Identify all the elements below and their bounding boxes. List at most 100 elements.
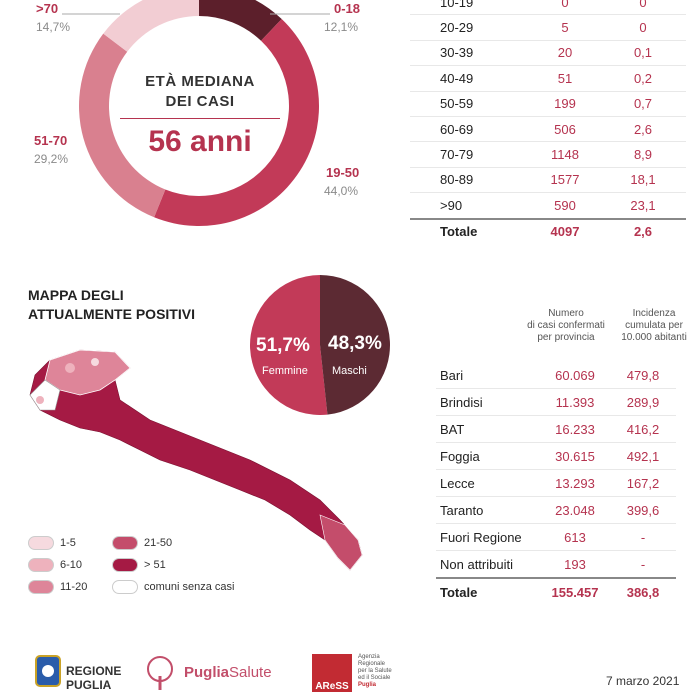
map-title-line1: MAPPA DEGLI	[28, 287, 124, 303]
median-age-value: 56 anni	[148, 125, 252, 158]
province-cases: 613	[540, 523, 610, 551]
map-municipality	[91, 358, 99, 366]
age-cases: 199	[530, 91, 600, 117]
province-rate: 289,9	[610, 388, 676, 416]
segment-pct-51-70: 29,2%	[34, 152, 69, 166]
segment-label-51-70: 51-70	[34, 133, 68, 148]
province-row: Taranto 23.048 399,6	[436, 496, 676, 524]
total-cases: 4097	[530, 217, 600, 244]
province-cases: 60.069	[540, 362, 610, 389]
age-rate: 2,6	[600, 116, 686, 143]
province-cases: 13.293	[540, 469, 610, 497]
age-group: 40-49	[410, 65, 530, 92]
province-row: Non attribuiti 193 -	[436, 550, 676, 579]
legend-swatch	[112, 558, 138, 572]
age-group: 60-69	[410, 116, 530, 143]
province-rate: -	[610, 550, 676, 579]
age-group: 20-29	[410, 14, 530, 41]
gender-pie-svg	[250, 275, 391, 415]
female-label: Femmine	[262, 365, 308, 377]
province-name: Lecce	[436, 469, 540, 497]
age-rate: 0,2	[600, 65, 686, 92]
aress-text: Agenzia Regionale per la Salute ed il So…	[358, 654, 392, 688]
segment-pct-0-18: 12,1%	[324, 20, 359, 34]
report-date: 7 marzo 2021	[606, 674, 680, 688]
segment-pct-70: 14,7%	[36, 20, 71, 34]
donut-center: ETÀ MEDIANA DEI CASI 56 anni	[110, 72, 290, 159]
median-age-title-2: DEI CASI	[165, 93, 235, 110]
province-cases: 23.048	[540, 496, 610, 524]
legend-swatch	[28, 558, 54, 572]
age-group: 50-59	[410, 91, 530, 117]
pie-slice-female	[250, 275, 328, 415]
total-rate: 2,6	[600, 217, 686, 244]
age-rate: 0,1	[600, 40, 686, 67]
segment-pct-19-50: 44,0%	[324, 184, 359, 198]
map-title: MAPPA DEGLI ATTUALMENTE POSITIVI	[28, 286, 195, 324]
legend-item-no-cases: comuni senza casi	[112, 580, 235, 594]
age-rate: 0	[600, 14, 686, 41]
aress-logo: AReSS	[312, 654, 352, 692]
age-group: >90	[410, 192, 530, 220]
male-pct: 48,3%	[328, 333, 382, 354]
age-cases: 20	[530, 40, 600, 67]
map-municipality	[36, 396, 44, 404]
age-rate: 23,1	[600, 192, 686, 220]
legend-item-11-20: 11-20	[28, 580, 87, 594]
total-rate: 386,8	[610, 577, 676, 605]
donut-slice-0-18	[199, 0, 282, 41]
province-table: Bari 60.069 479,8 Brindisi 11.393 289,9 BA…	[436, 362, 676, 605]
prov-header-cases: Numero di casi confermati per provincia	[527, 308, 605, 343]
total-label: Totale	[410, 217, 530, 244]
age-rate: 0	[600, 0, 686, 16]
age-row: 70-79 1148 8,9	[410, 141, 686, 168]
median-age-title-1: ETÀ MEDIANA	[145, 73, 255, 90]
province-name: Taranto	[436, 496, 540, 524]
legend-swatch	[28, 580, 54, 594]
age-cases: 51	[530, 65, 600, 92]
age-row: 30-39 20 0,1	[410, 40, 686, 67]
age-total-row: Totale 4097 2,6	[410, 217, 686, 244]
donut-slice-19-50	[154, 19, 320, 227]
legend-swatch	[112, 580, 138, 594]
province-cases: 11.393	[540, 388, 610, 416]
province-rate: 492,1	[610, 442, 676, 470]
province-name: Bari	[436, 362, 540, 389]
province-name: Brindisi	[436, 388, 540, 416]
province-cases: 193	[540, 550, 610, 579]
province-row: Foggia 30.615 492,1	[436, 442, 676, 470]
age-cases: 5	[530, 14, 600, 41]
puglia-salute-logo: PugliaSalute	[184, 664, 272, 681]
province-rate: 167,2	[610, 469, 676, 497]
age-cases: 0	[530, 0, 600, 16]
map-title-line2: ATTUALMENTE POSITIVI	[28, 306, 195, 322]
age-rate: 8,9	[600, 141, 686, 168]
legend-item-21-50: 21-50	[112, 536, 172, 550]
age-cases: 1577	[530, 167, 600, 194]
province-rate: 479,8	[610, 362, 676, 389]
total-label: Totale	[436, 577, 540, 605]
age-row: 50-59 199 0,7	[410, 91, 686, 117]
age-table: 10-19 0 0 20-29 5 0 30-39 20 0,1 40-49 51 0…	[410, 0, 686, 244]
age-group: 10-19	[410, 0, 530, 16]
legend-swatch	[28, 536, 54, 550]
province-name: Foggia	[436, 442, 540, 470]
province-row: Fuori Regione 613 -	[436, 523, 676, 551]
province-row: Bari 60.069 479,8	[436, 362, 676, 389]
province-rate: -	[610, 523, 676, 551]
age-row: 80-89 1577 18,1	[410, 167, 686, 194]
segment-label-0-18: 0-18	[334, 1, 361, 16]
age-rate: 18,1	[600, 167, 686, 194]
tree-icon	[147, 656, 173, 690]
puglia-map	[29, 349, 363, 571]
province-name: Non attribuiti	[436, 550, 540, 579]
age-row: 20-29 5 0	[410, 14, 686, 41]
province-name: BAT	[436, 415, 540, 443]
age-cases: 506	[530, 116, 600, 143]
legend-item-6-10: 6-10	[28, 558, 82, 572]
province-name: Fuori Regione	[436, 523, 540, 551]
divider	[120, 118, 280, 119]
age-group: 70-79	[410, 141, 530, 168]
total-cases: 155.457	[540, 577, 610, 605]
age-cases: 1148	[530, 141, 600, 168]
